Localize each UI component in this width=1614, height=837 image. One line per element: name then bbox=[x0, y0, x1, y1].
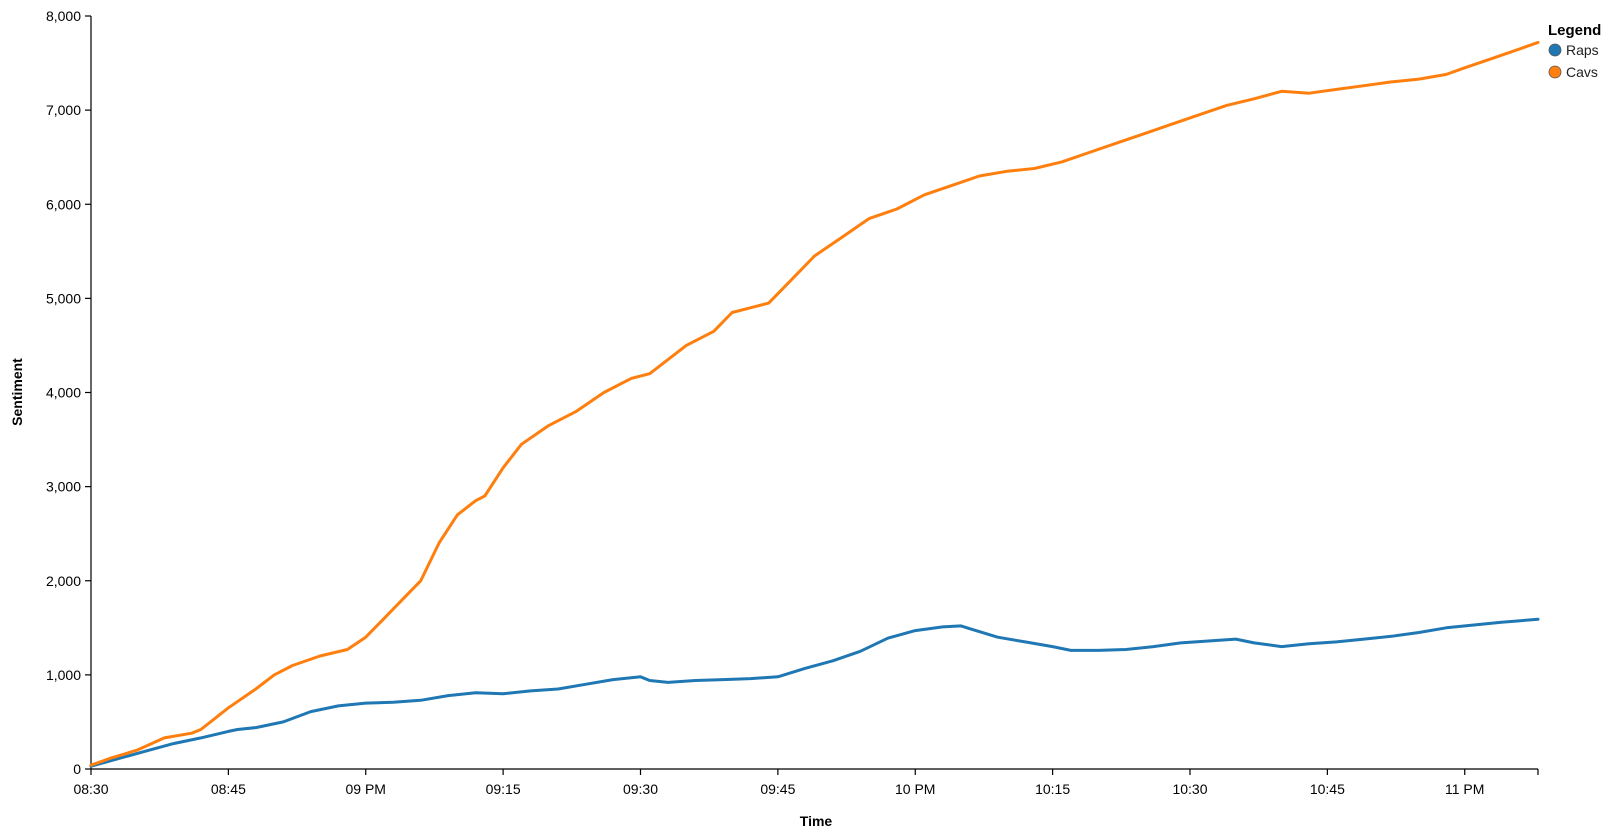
legend-swatch-cavs bbox=[1548, 65, 1562, 79]
legend-label-raps: Raps bbox=[1566, 42, 1599, 58]
legend: Legend Raps Cavs bbox=[1548, 22, 1601, 80]
y-tick-label: 5,000 bbox=[46, 290, 81, 306]
legend-swatch-raps bbox=[1548, 43, 1562, 57]
x-tick-label: 10:15 bbox=[1035, 781, 1070, 797]
x-tick-label: 10 PM bbox=[895, 781, 935, 797]
y-tick-label: 2,000 bbox=[46, 573, 81, 589]
x-tick-label: 09 PM bbox=[346, 781, 386, 797]
x-axis-title: Time bbox=[800, 813, 833, 829]
x-axis: 08:30 08:45 09 PM 09:15 09:30 09:45 10 PM 10:15… bbox=[73, 768, 1539, 797]
y-tick-label: 3,000 bbox=[46, 479, 81, 495]
x-tick-label: 10:30 bbox=[1172, 781, 1207, 797]
x-tick-label: 10:45 bbox=[1310, 781, 1345, 797]
x-tick-label: 09:45 bbox=[760, 781, 795, 797]
y-tick-label: 0 bbox=[73, 761, 81, 777]
y-axis: 0 1,000 2,000 3,000 4,000 5,000 6,000 7,000 8,00… bbox=[46, 8, 92, 777]
y-tick-label: 7,000 bbox=[46, 102, 81, 118]
x-tick-label: 08:30 bbox=[73, 781, 108, 797]
x-tick-label: 09:15 bbox=[486, 781, 521, 797]
x-tick-label: 09:30 bbox=[623, 781, 658, 797]
series-line-raps bbox=[89, 617, 1540, 768]
y-tick-label: 4,000 bbox=[46, 385, 81, 401]
y-tick-label: 6,000 bbox=[46, 196, 81, 212]
series-layer bbox=[89, 40, 1540, 768]
y-axis-title: Sentiment bbox=[9, 358, 25, 426]
x-tick-label: 08:45 bbox=[211, 781, 246, 797]
x-tick-label: 11 PM bbox=[1445, 781, 1484, 797]
legend-title: Legend bbox=[1548, 22, 1601, 39]
series-line-cavs bbox=[89, 40, 1540, 767]
y-tick-label: 1,000 bbox=[46, 667, 81, 683]
y-tick-label: 8,000 bbox=[46, 8, 81, 24]
legend-label-cavs: Cavs bbox=[1566, 64, 1598, 80]
